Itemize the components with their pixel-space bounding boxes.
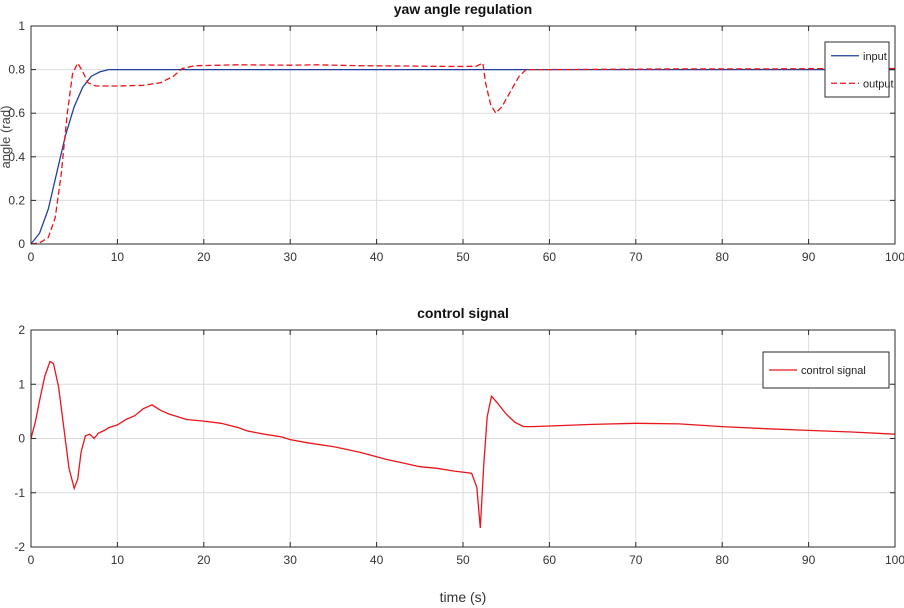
x-tick-label: 70	[629, 250, 643, 264]
x-tick-label: 50	[456, 553, 470, 567]
y-tick-label: -1	[14, 486, 25, 500]
x-tick-label: 40	[370, 250, 384, 264]
y-tick-label: 2	[18, 323, 25, 337]
xlabel-time: time (s)	[440, 589, 487, 605]
x-tick-label: 20	[197, 250, 211, 264]
legend: input output	[824, 41, 894, 98]
x-tick-label: 90	[802, 553, 816, 567]
series-line-control-signal	[30, 360, 896, 529]
y-tick-label: 0.2	[8, 193, 25, 207]
legend-box	[824, 41, 890, 98]
x-tick-label: 10	[111, 250, 125, 264]
x-tick-label: 100	[885, 553, 904, 567]
x-tick-label: 60	[543, 250, 557, 264]
y-tick-label: 0	[18, 432, 25, 446]
x-tick-label: 80	[716, 250, 730, 264]
x-tick-label: 80	[716, 553, 730, 567]
legend-label-control-signal: control signal	[801, 365, 866, 377]
x-tick-label: 20	[197, 553, 211, 567]
legend-label-output: output	[863, 78, 894, 90]
x-tick-label: 30	[284, 553, 298, 567]
ylabel-angle: angle (rad)	[0, 106, 13, 169]
legend-label-input: input	[863, 51, 887, 63]
y-tick-label: -2	[14, 540, 25, 554]
x-tick-label: 60	[543, 553, 557, 567]
x-tick-label: 100	[885, 250, 904, 264]
series-line-output	[30, 61, 895, 245]
x-tick-label: 30	[284, 250, 298, 264]
y-tick-label: 1	[18, 19, 25, 33]
title-control-signal: control signal	[417, 305, 509, 321]
y-tick-label: 1	[18, 377, 25, 391]
x-tick-label: 70	[629, 553, 643, 567]
x-tick-label: 0	[28, 250, 35, 264]
axes-control-signal: control signal 0 10 20 30 40 50 60 70 80 90 100-2-…	[14, 305, 904, 567]
x-tick-label: 40	[370, 553, 384, 567]
y-tick-label: 0.8	[8, 63, 25, 77]
x-tick-label: 0	[28, 553, 35, 567]
y-tick-label: 0.6	[8, 106, 25, 120]
y-tick-label: 0.4	[8, 150, 25, 164]
x-tick-label: 10	[111, 553, 125, 567]
legend: control signal	[762, 351, 890, 389]
title-yaw-angle: yaw angle regulation	[394, 1, 532, 17]
y-tick-label: 0	[18, 237, 25, 251]
axes-yaw-angle: yaw angle regulation angle (rad) 0 10 20 30…	[0, 1, 904, 264]
x-tick-label: 90	[802, 250, 816, 264]
x-tick-label: 50	[456, 250, 470, 264]
